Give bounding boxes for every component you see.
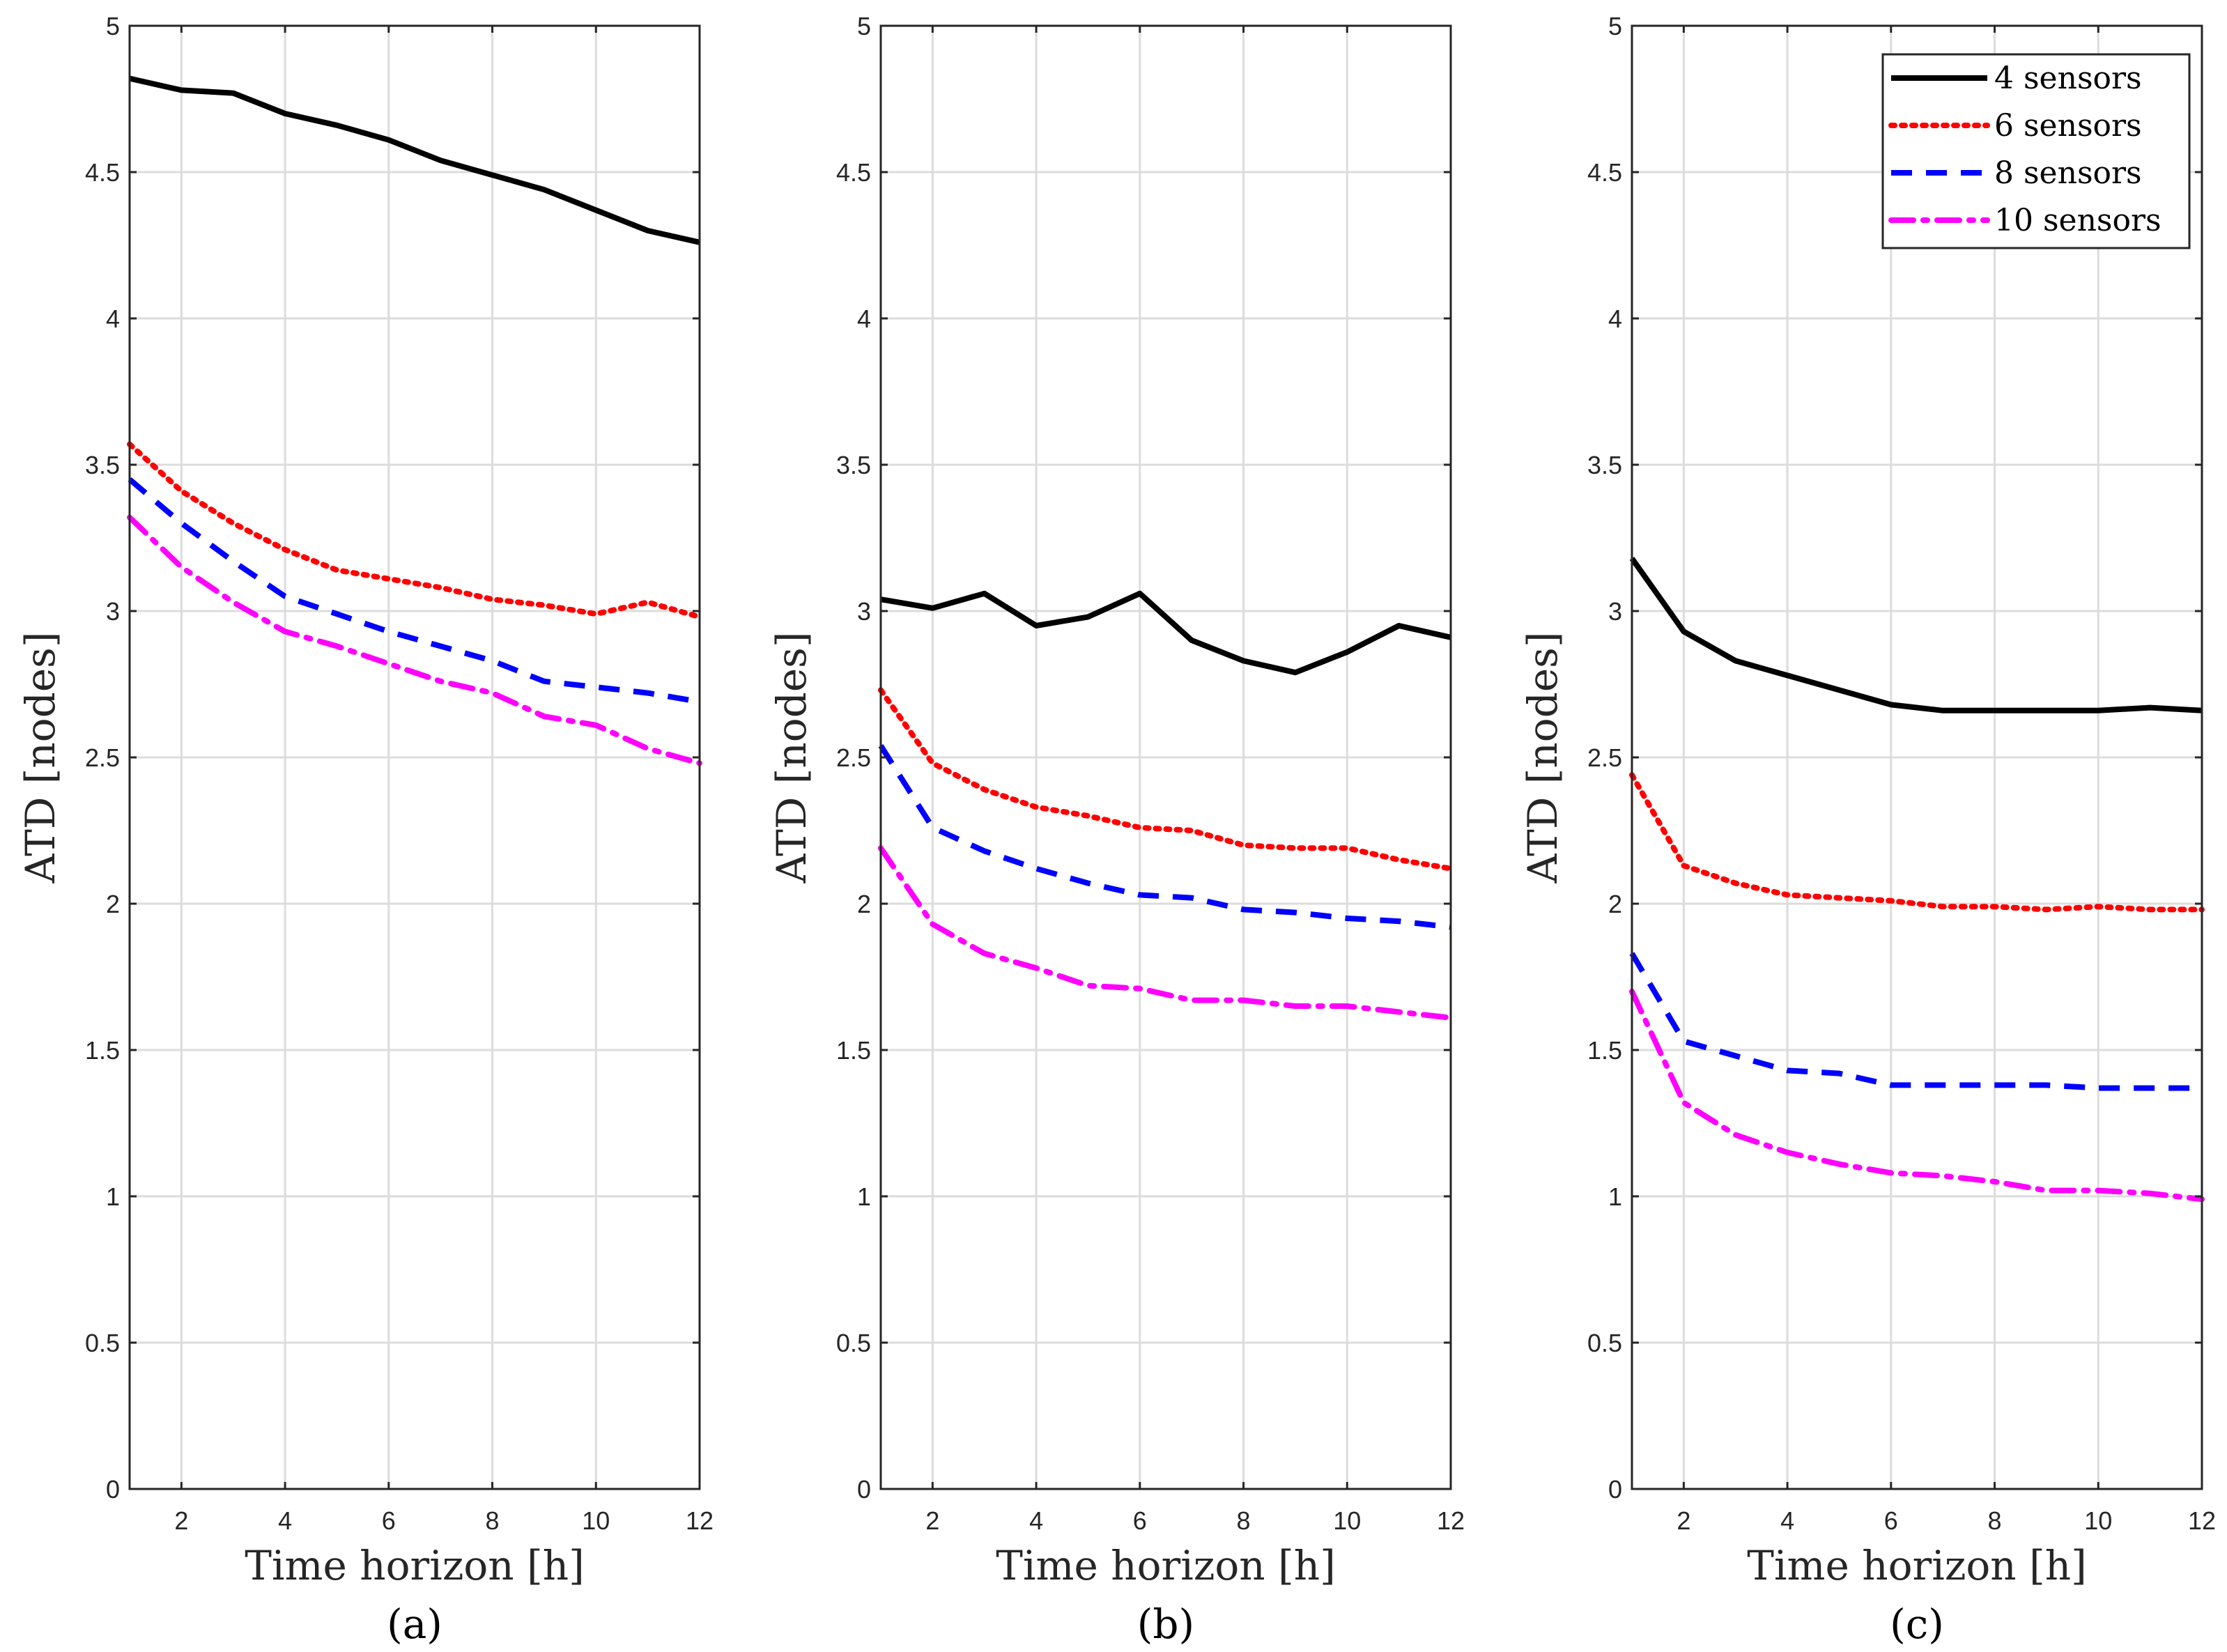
x-tick-label: 12 (2188, 1506, 2216, 1535)
x-axis-title: Time horizon [h] (996, 1542, 1335, 1589)
y-tick-label: 5 (106, 12, 120, 40)
y-tick-label: 0 (857, 1475, 871, 1504)
y-tick-label: 4 (857, 304, 871, 333)
series-line-6-sensors (1629, 772, 2205, 913)
y-tick-label: 1.5 (1587, 1036, 1622, 1065)
series-line-10-sensors (1629, 989, 2205, 1203)
x-tick-label: 4 (1780, 1506, 1794, 1535)
y-tick-label: 2 (1608, 890, 1622, 918)
x-tick-label: 4 (278, 1506, 292, 1535)
y-tick-label: 1 (106, 1182, 120, 1211)
y-axis-title: ATD [nodes] (768, 631, 815, 883)
y-tick-label: 3 (1608, 597, 1622, 626)
x-tick-label: 10 (1333, 1506, 1361, 1535)
x-tick-label: 8 (486, 1506, 500, 1535)
x-axis-title: Time horizon [h] (1747, 1542, 2086, 1589)
series-line-8-sensors (128, 477, 700, 705)
x-tick-label: 2 (925, 1506, 939, 1535)
series-line-4-sensors (129, 75, 700, 245)
y-tick-label: 0.5 (85, 1329, 120, 1357)
series-line-6-sensors (127, 441, 702, 620)
y-axis-title: ATD [nodes] (1519, 631, 1566, 883)
series-line-8-sensors (1629, 952, 2202, 1091)
y-tick-label: 3 (857, 597, 871, 626)
y-tick-label: 2.5 (1587, 743, 1622, 772)
chart-panel-b: 0 0.5 1 1.5 2 2.5 3 3.5 4 4.5 5 2 4 6 8 10 12 Time horizo… (768, 12, 1465, 1648)
y-tick-label: 0 (1608, 1475, 1622, 1504)
y-tick-label: 5 (1608, 12, 1622, 40)
y-tick-label: 4 (1608, 304, 1622, 333)
y-tick-label: 1 (1608, 1182, 1622, 1211)
x-tick-label: 10 (582, 1506, 610, 1535)
x-tick-label: 12 (1437, 1506, 1465, 1535)
legend: 4 sensors 6 sensors 8 sensors 10 sensors (1881, 53, 2191, 249)
panel-caption: (a) (387, 1600, 442, 1648)
panel-caption: (c) (1890, 1600, 1944, 1648)
y-tick-label: 4 (106, 304, 120, 333)
y-tick-label: 1 (857, 1182, 871, 1211)
y-tick-label: 1.5 (85, 1036, 120, 1065)
y-tick-label: 3 (106, 597, 120, 626)
legend-label: 8 sensors (1994, 155, 2142, 191)
y-tick-label: 3.5 (1587, 451, 1622, 479)
series-line-8-sensors (878, 744, 1451, 930)
y-tick-label: 5 (857, 12, 871, 40)
y-tick-label: 4.5 (85, 158, 120, 187)
y-tick-label: 0.5 (836, 1329, 871, 1357)
x-tick-label: 10 (2084, 1506, 2112, 1535)
x-tick-label: 6 (1133, 1506, 1147, 1535)
y-axis-title: ATD [nodes] (17, 631, 64, 883)
x-axis-title: Time horizon [h] (245, 1542, 584, 1589)
chart-panel-c: 0 0.5 1 1.5 2 2.5 3 3.5 4 4.5 5 2 4 6 8 10 12 Time horizo… (1519, 12, 2216, 1648)
x-tick-label: 8 (1237, 1506, 1251, 1535)
y-tick-label: 2 (106, 890, 120, 918)
y-tick-label: 3.5 (85, 451, 120, 479)
y-tick-label: 2.5 (836, 743, 871, 772)
x-tick-label: 6 (1884, 1506, 1898, 1535)
y-tick-label: 3.5 (836, 451, 871, 479)
y-tick-label: 2 (857, 890, 871, 918)
x-tick-label: 6 (382, 1506, 396, 1535)
x-tick-label: 2 (1677, 1506, 1690, 1535)
legend-label: 4 sensors (1994, 61, 2142, 96)
legend-label: 10 sensors (1994, 203, 2162, 238)
x-tick-label: 2 (174, 1506, 188, 1535)
series-line-10-sensors (127, 514, 702, 766)
y-tick-label: 1.5 (836, 1036, 871, 1065)
y-tick-label: 4.5 (836, 158, 871, 187)
series-line-6-sensors (878, 687, 1454, 872)
legend-box (1881, 53, 2191, 249)
series-line-4-sensors (880, 590, 1451, 676)
y-tick-label: 0 (106, 1475, 120, 1504)
x-tick-label: 8 (1988, 1506, 2002, 1535)
series-line-10-sensors (878, 845, 1454, 1021)
legend-label: 6 sensors (1994, 108, 2142, 144)
series-line-4-sensors (1629, 557, 2203, 713)
y-tick-label: 0.5 (1587, 1329, 1622, 1357)
x-tick-label: 4 (1029, 1506, 1043, 1535)
y-tick-label: 4.5 (1587, 158, 1622, 187)
y-tick-label: 2.5 (85, 743, 120, 772)
panel-caption: (b) (1137, 1600, 1194, 1648)
chart-panel-a: 0 0.5 1 1.5 2 2.5 3 3.5 4 4.5 5 2 4 6 8 10 12 Time horizo… (17, 12, 714, 1648)
x-tick-label: 12 (686, 1506, 714, 1535)
